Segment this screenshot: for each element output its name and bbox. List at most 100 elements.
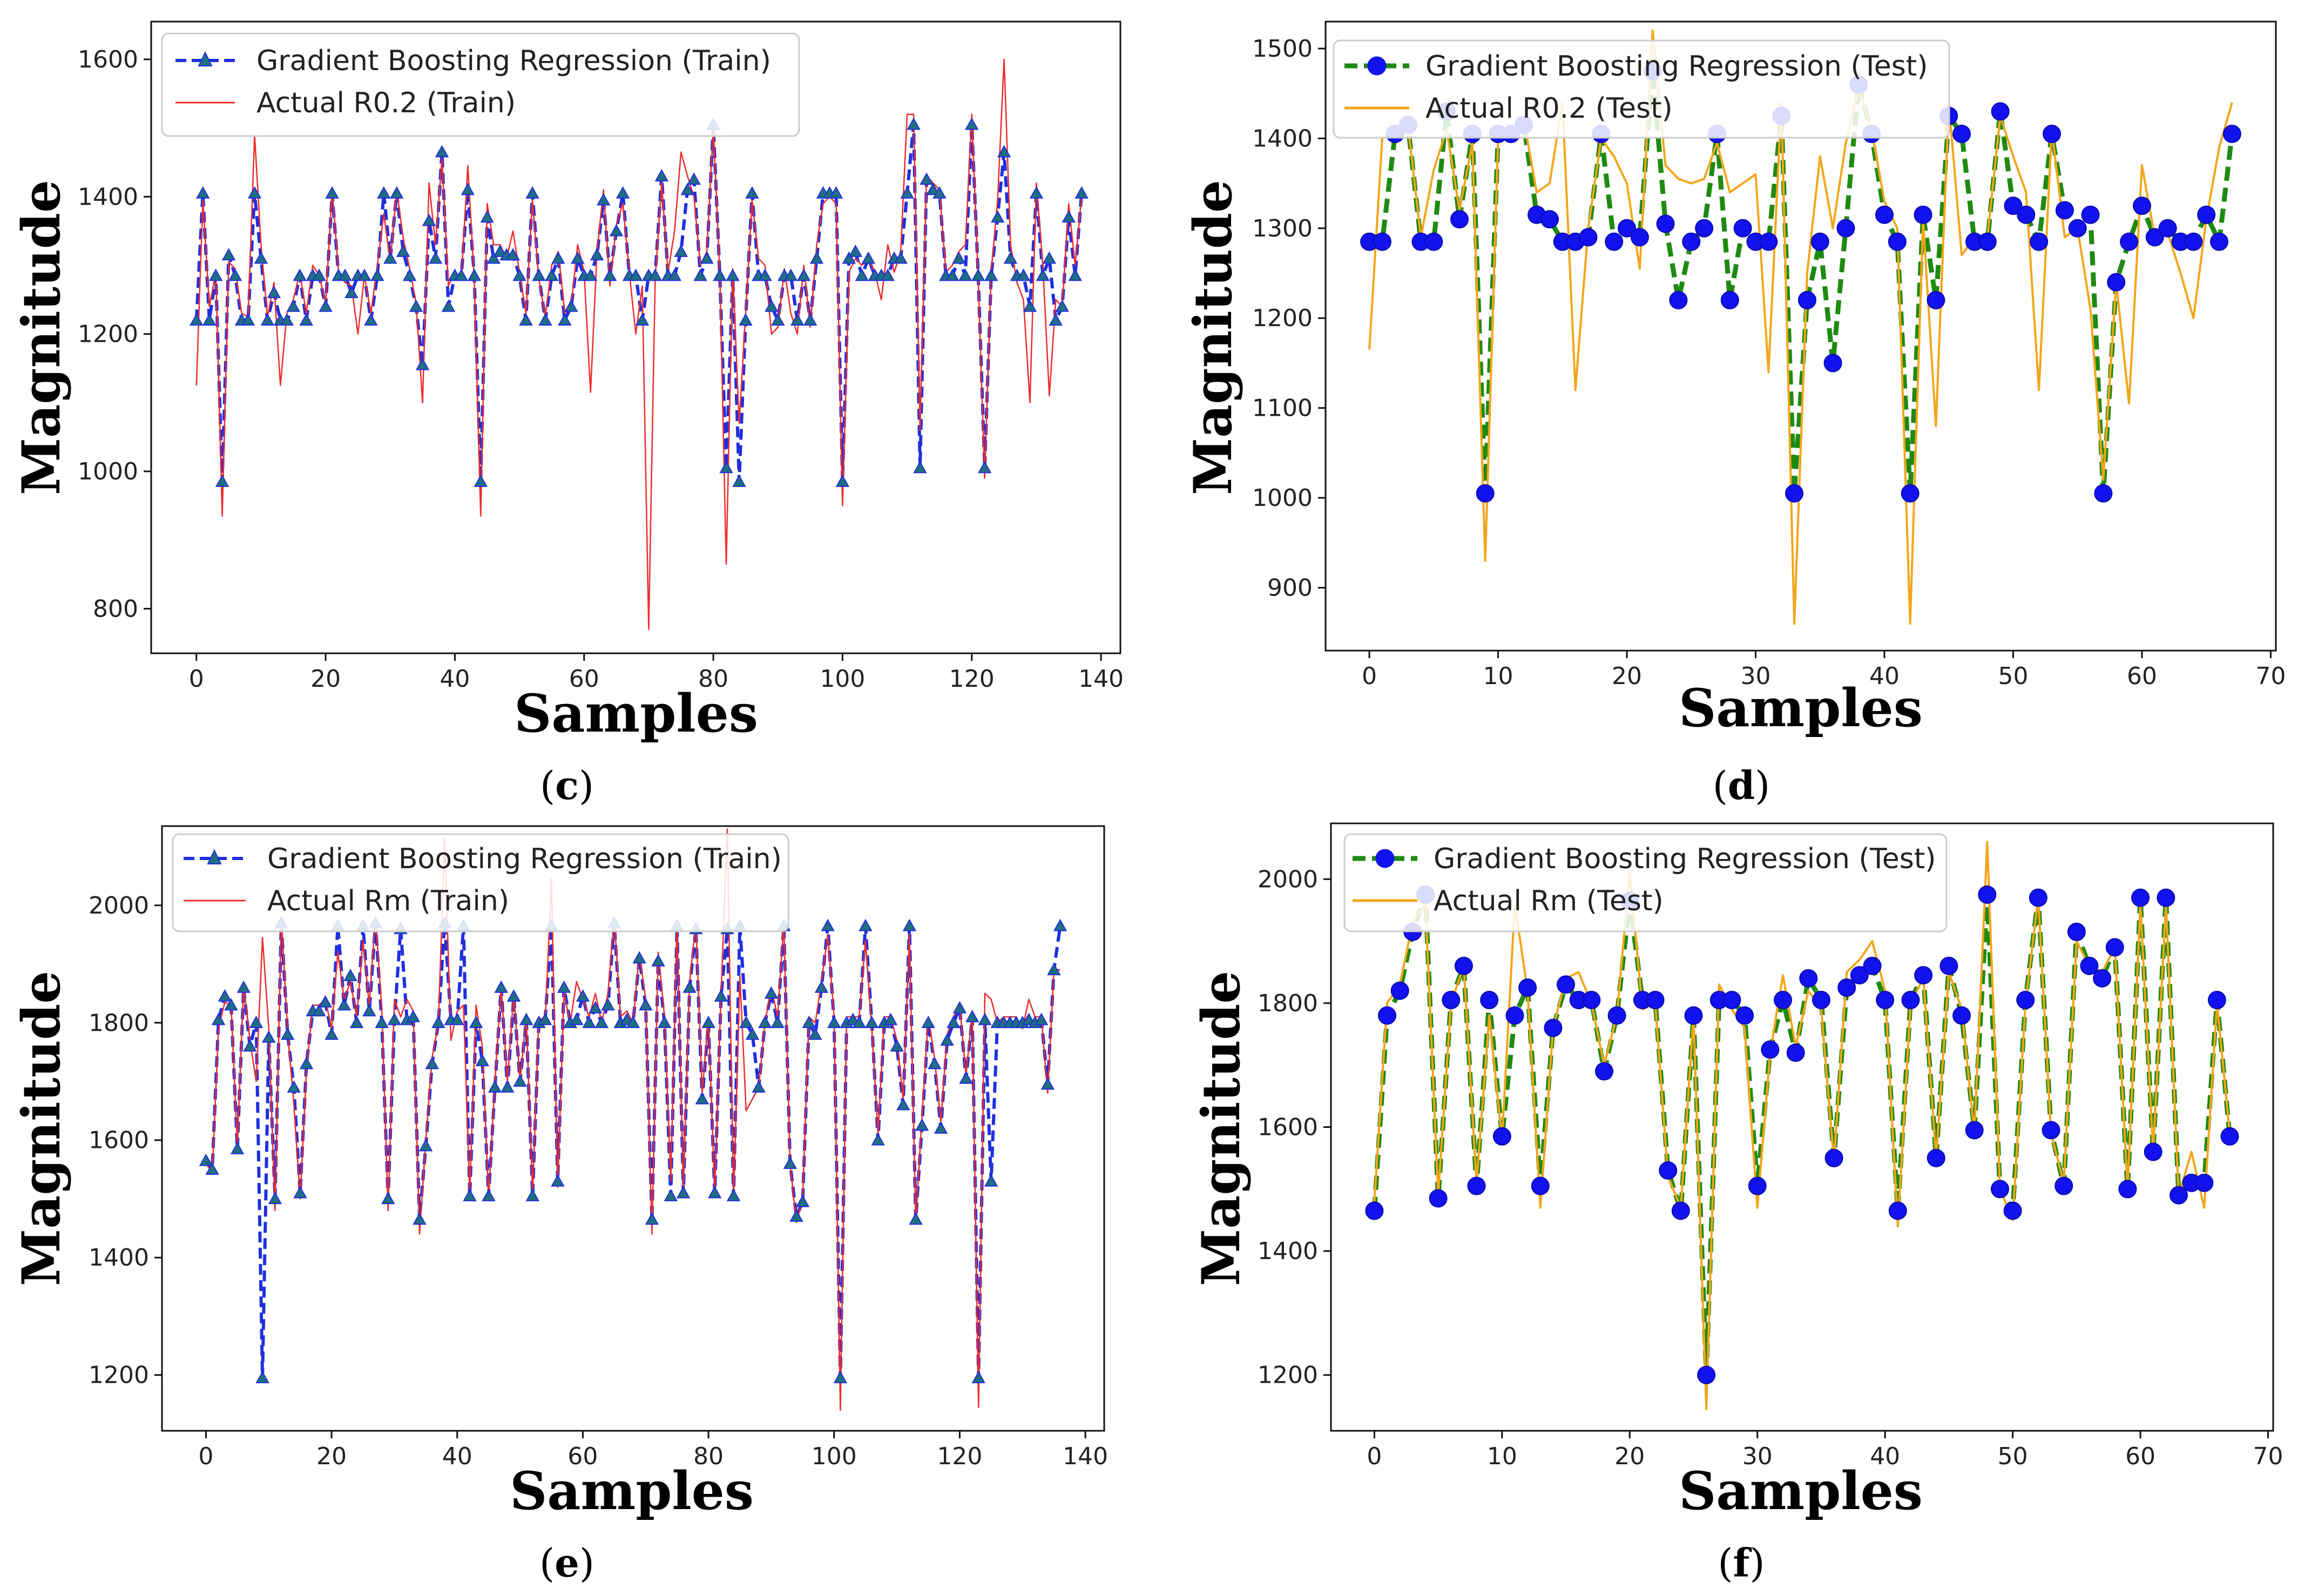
panel-e-prediction-point-117 (934, 1121, 948, 1134)
panel-d-x-tick-label-4: 40 (1869, 662, 1900, 690)
panel-f-prediction-point-34 (1799, 969, 1818, 988)
panel-e-prediction-point-4 (224, 998, 238, 1011)
panel-c-y-tick-label-2: 1200 (78, 321, 138, 348)
panel-e-prediction-point-30 (387, 1012, 402, 1025)
panel-d-prediction-point-57 (2094, 484, 2113, 503)
panel-c-prediction-point-82 (719, 461, 733, 474)
panel-c-series-prediction-line (194, 123, 1084, 484)
panel-e-series (199, 828, 1067, 1411)
panel-e-prediction-point-11 (268, 1192, 282, 1205)
panel-c-x-tick-label-3: 60 (569, 665, 599, 693)
panel-d-x-tick-label-7: 70 (2255, 662, 2286, 690)
panel-c-prediction-point-121 (971, 268, 985, 281)
panel-c-prediction-point-32 (396, 244, 410, 257)
panel-c-y-tick-label-1: 1000 (78, 458, 138, 485)
panel-c-y-tick-label-3: 1400 (78, 183, 138, 211)
panel-f-prediction-point-66 (2207, 991, 2226, 1010)
panel-e-legend-marker-0 (207, 849, 222, 864)
panel-e-prediction-point-56 (551, 1174, 565, 1187)
panel-f-prediction-point-63 (2169, 1186, 2188, 1205)
panel-c-prediction-point-65 (609, 224, 624, 236)
panel-e-prediction-point-121 (959, 1071, 973, 1084)
panel-d-prediction-point-56 (2081, 205, 2100, 224)
panel-c-prediction-point-104 (861, 251, 875, 264)
panel-e-prediction-point-101 (833, 1371, 848, 1383)
panel-e-x-tick-label-5: 100 (812, 1443, 857, 1470)
panel-e-prediction-point-119 (947, 1016, 961, 1029)
panel-c-prediction-point-11 (260, 313, 275, 326)
panel-d-prediction-point-52 (2030, 232, 2049, 251)
panel-e-prediction-point-23 (343, 969, 357, 982)
panel-c-prediction-point-39 (441, 299, 456, 312)
panel-d-prediction-point-62 (2158, 219, 2177, 238)
panel-c-prediction-point-115 (932, 186, 947, 199)
panel-f-y-axis-label: Magnitude (1191, 971, 1252, 1286)
panel-f-prediction-point-52 (2029, 888, 2047, 907)
panel-c-x-tick-label-2: 40 (440, 665, 470, 693)
panel-d-y-tick-label-6: 1500 (1252, 35, 1313, 63)
panel-f-prediction-point-7 (1454, 957, 1473, 976)
panel-e-y-tick-label-4: 2000 (89, 892, 149, 919)
panel-c-prediction-point-66 (616, 186, 630, 199)
panel-e-prediction-point-74 (664, 1188, 678, 1201)
panel-c-prediction-point-117 (945, 268, 959, 281)
panel-f-prediction-point-30 (1748, 1176, 1767, 1195)
panel-c-x-tick-label-6: 120 (949, 665, 995, 693)
panel-f-prediction-point-9 (1480, 991, 1499, 1010)
panel-f-prediction-point-32 (1774, 991, 1793, 1010)
panel-d-prediction-point-26 (1695, 219, 1714, 238)
panel-c-prediction-point-29 (377, 186, 391, 199)
panel-e-prediction-point-91 (770, 1016, 785, 1029)
panel-f-prediction-point-61 (2144, 1142, 2162, 1161)
panel-e-prediction-point-136 (1053, 918, 1067, 931)
panel-e-prediction-point-77 (682, 980, 697, 993)
panel-d-prediction-point-60 (2132, 197, 2151, 215)
panel-c-prediction-point-17 (299, 313, 313, 326)
panel-f-prediction-point-51 (2016, 991, 2035, 1010)
panel-e-prediction-point-13 (280, 1027, 295, 1040)
panel-c-legend-box (161, 32, 800, 137)
panel-e-prediction-point-44 (475, 1053, 489, 1066)
panel-d-x-axis-label: Samples (1679, 678, 1923, 739)
panel-f-prediction-point-26 (1697, 1365, 1716, 1384)
panel-c-prediction-point-69 (635, 313, 650, 326)
panel-f-prediction-point-44 (1927, 1148, 1945, 1167)
panel-c-y-axis-label: Magnitude (11, 180, 72, 495)
panel-e-prediction-point-72 (651, 954, 665, 966)
panel-f-prediction-point-55 (2067, 922, 2086, 941)
panel-c-prediction-point-130 (1029, 186, 1044, 199)
panel-f-prediction-point-57 (2093, 969, 2112, 988)
panel-c-chart: 0 20 40 60 80 100 120 140 800 1000 1200 1400 1600 G… (11, 21, 1124, 808)
panel-e-prediction-point-123 (971, 1371, 986, 1383)
panel-c-prediction-point-46 (486, 251, 501, 264)
panel-c-prediction-point-95 (803, 313, 817, 326)
panel-c-prediction-point-26 (357, 268, 371, 281)
panel-c-prediction-point-78 (693, 268, 707, 281)
panel-d-x-tick-label-3: 30 (1741, 662, 1771, 690)
panel-c-prediction-point-47 (493, 244, 507, 257)
panel-f-prediction-point-50 (2003, 1201, 2022, 1220)
panel-c-prediction-point-37 (428, 251, 443, 264)
panel-c-prediction-point-1 (196, 186, 210, 199)
panel-f-prediction-point-60 (2131, 888, 2150, 907)
panel-d-prediction-point-31 (1759, 232, 1778, 251)
panel-c-prediction-point-3 (208, 268, 223, 281)
panel-d-x-tick-label-2: 20 (1612, 662, 1642, 690)
panel-c-prediction-point-71 (648, 268, 663, 281)
panel-e-prediction-point-124 (978, 1012, 992, 1025)
panel-f-prediction-point-45 (1939, 957, 1958, 976)
panel-e-prediction-point-22 (337, 998, 352, 1011)
panel-e-prediction-point-110 (890, 1039, 904, 1052)
panel-c-prediction-point-43 (467, 268, 482, 281)
panel-e-prediction-point-69 (632, 951, 646, 964)
panel-f-prediction-point-8 (1467, 1176, 1486, 1195)
panel-c-prediction-point-28 (370, 268, 384, 281)
panel-f-prediction-point-5 (1429, 1189, 1448, 1208)
panel-c-prediction-point-57 (558, 313, 572, 326)
panel-e-prediction-point-35 (418, 1139, 433, 1152)
panel-c-prediction-point-89 (765, 299, 779, 312)
panel-e-prediction-point-93 (783, 1157, 797, 1169)
panel-e-prediction-point-94 (789, 1209, 803, 1222)
panel-c-prediction-point-120 (965, 117, 979, 130)
panel-c-prediction-point-62 (590, 248, 604, 261)
